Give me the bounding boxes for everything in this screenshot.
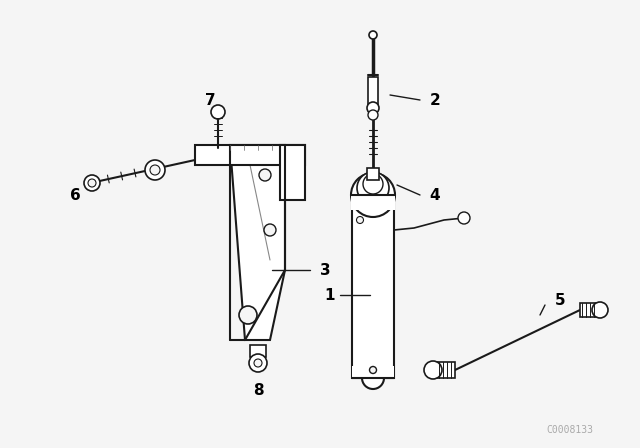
Circle shape [84,175,100,191]
Circle shape [254,359,262,367]
Bar [250,345,266,357]
Circle shape [259,169,271,181]
Circle shape [357,172,389,204]
Circle shape [239,306,257,324]
Circle shape [368,110,378,120]
Circle shape [367,102,379,114]
Circle shape [363,174,383,194]
Circle shape [351,173,395,217]
Bar [352,366,394,379]
Polygon shape [351,195,395,210]
Circle shape [264,224,276,236]
Bar [580,303,596,317]
Text: 8: 8 [253,383,263,397]
Text: 1: 1 [324,288,335,302]
Circle shape [369,366,376,374]
Circle shape [150,165,160,175]
Text: 6: 6 [70,188,81,202]
Circle shape [145,160,165,180]
Circle shape [362,367,384,389]
Text: 7: 7 [205,92,215,108]
Circle shape [249,354,267,372]
Circle shape [424,361,442,379]
Text: 4: 4 [429,188,440,202]
Bar [367,168,379,180]
Bar [437,362,455,378]
Bar [368,77,378,107]
Bar [358,192,388,202]
Circle shape [211,105,225,119]
Text: 2: 2 [429,92,440,108]
Circle shape [88,179,96,187]
Bar [352,200,394,378]
Text: 5: 5 [555,293,565,307]
Polygon shape [280,145,305,200]
Circle shape [592,302,608,318]
Text: C0008133: C0008133 [547,425,593,435]
Text: 3: 3 [320,263,330,277]
Polygon shape [195,145,305,165]
Circle shape [356,216,364,224]
Circle shape [369,31,377,39]
Polygon shape [230,145,285,340]
Circle shape [458,212,470,224]
